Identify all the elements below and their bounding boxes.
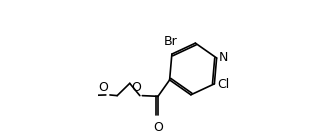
Text: Cl: Cl — [217, 78, 229, 91]
Text: O: O — [99, 81, 108, 94]
Text: O: O — [87, 89, 96, 99]
Text: N: N — [219, 51, 228, 64]
Text: O: O — [153, 121, 163, 134]
Text: Br: Br — [164, 35, 178, 48]
Text: O: O — [132, 81, 142, 94]
